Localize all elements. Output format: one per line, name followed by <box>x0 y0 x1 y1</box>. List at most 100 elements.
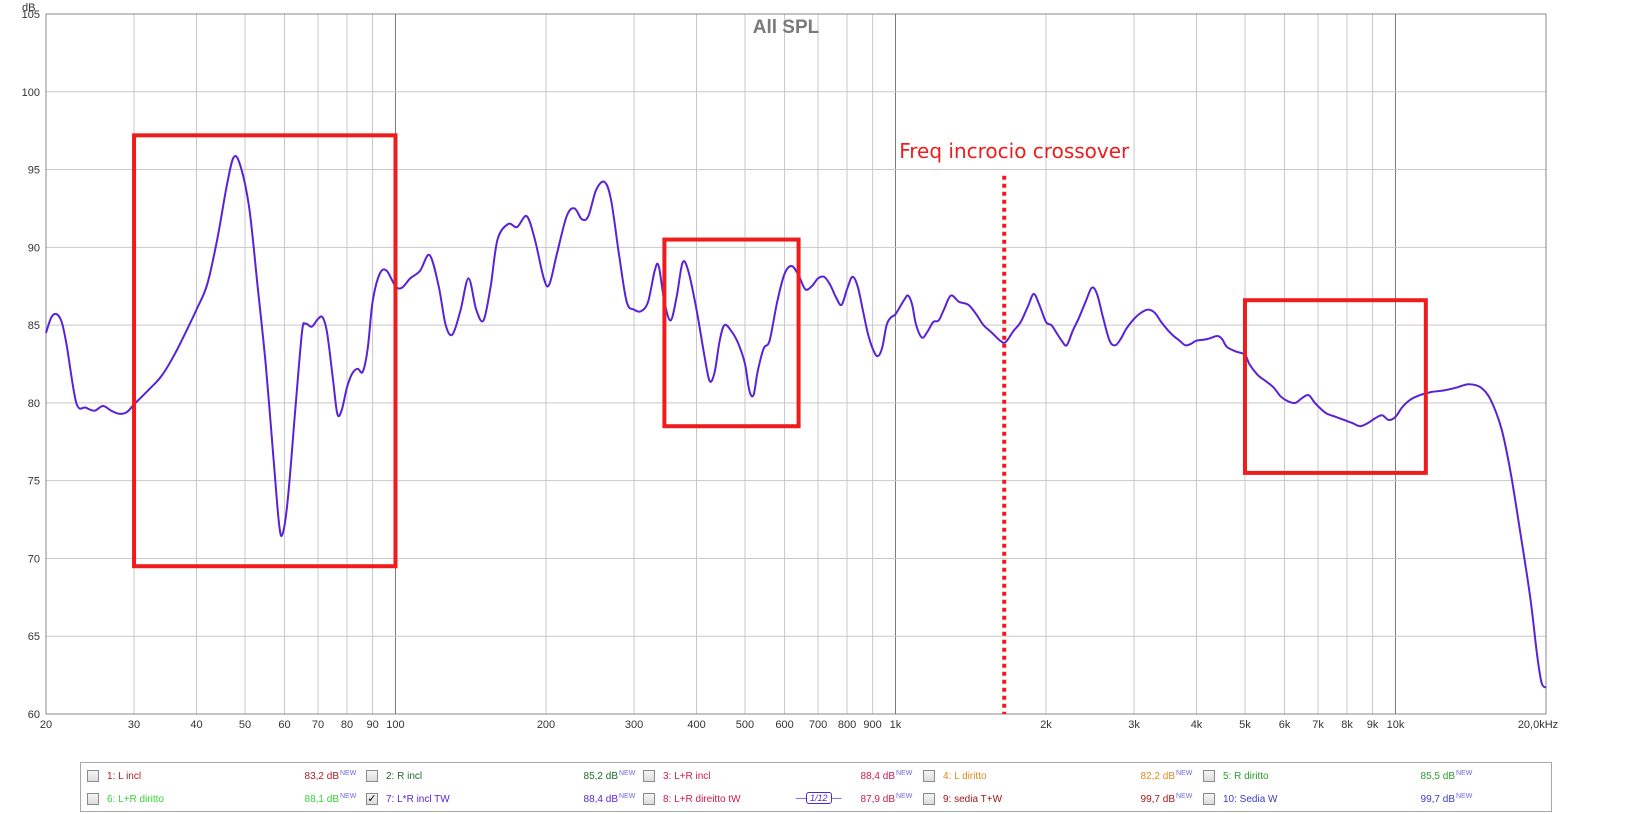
x-tick-label: 30 <box>128 719 140 731</box>
legend-label: 2: R incl <box>386 770 423 782</box>
legend-new-badge: NEW <box>896 769 913 777</box>
x-tick-label: 6k <box>1279 719 1291 731</box>
legend-value: 99,7 dB <box>1140 793 1175 805</box>
y-tick-label: 80 <box>28 398 40 410</box>
x-tick-label: 5k <box>1239 719 1251 731</box>
legend-value: 85,2 dB <box>583 770 618 782</box>
x-tick-label: 20,0kHz <box>1518 719 1558 731</box>
legend-checkbox[interactable] <box>643 793 655 805</box>
highlight-box <box>1242 298 1428 475</box>
x-tick-label: 600 <box>775 719 793 731</box>
x-tick-label: 100 <box>386 719 404 731</box>
legend-checkbox[interactable] <box>87 770 99 782</box>
legend-checkbox[interactable] <box>366 770 378 782</box>
x-tick-label: 2k <box>1040 719 1052 731</box>
x-tick-label: 900 <box>863 719 881 731</box>
x-tick-label: 90 <box>366 719 378 731</box>
legend-item[interactable]: ✓ 7: L*R incl TW 88,4 dB NEW —1/12— <box>366 790 842 808</box>
legend-value: 87,9 dB <box>860 793 895 805</box>
chart-series <box>45 155 1547 689</box>
legend-item[interactable]: 6: L+R diritto 88,1 dB NEW <box>87 790 356 808</box>
legend-item[interactable]: 10: Sedia W 99,7 dB NEW <box>1203 790 1472 808</box>
highlight-box <box>662 237 801 429</box>
legend-value: 85,5 dB <box>1420 770 1455 782</box>
legend-value: 88,4 dB <box>860 770 895 782</box>
series-line <box>45 155 1547 689</box>
legend-new-badge: NEW <box>1456 769 1473 777</box>
legend-label: 9: sedia T+W <box>943 793 1003 805</box>
legend-label: 1: L incl <box>107 770 142 782</box>
x-tick-label: 9k <box>1367 719 1379 731</box>
legend-item[interactable]: 1: L incl 83,2 dB NEW <box>87 767 356 785</box>
y-tick-label: 95 <box>28 165 40 177</box>
chart-ticks: 20 30 40 50 60 70 80 90 100 200 300 400 500 600 700 800… <box>22 9 1559 731</box>
legend-new-badge: NEW <box>340 792 357 800</box>
x-tick-label: 400 <box>687 719 705 731</box>
legend-new-badge: NEW <box>340 769 357 777</box>
legend-label: 4: L diritto <box>943 770 987 782</box>
legend-checkbox[interactable] <box>1203 770 1215 782</box>
y-axis-label: dB <box>22 2 35 14</box>
legend-checkbox[interactable] <box>923 770 935 782</box>
legend-item[interactable]: 5: R diritto 85,5 dB NEW <box>1203 767 1472 785</box>
legend-panel: 1: L incl 83,2 dB NEW 2: R incl 85,2 dB NEW 3:… <box>80 762 1552 812</box>
y-tick-label: 65 <box>28 631 40 643</box>
legend-label: 3: L+R incl <box>663 770 711 782</box>
y-tick-label: 90 <box>28 242 40 254</box>
x-tick-label: 3k <box>1128 719 1140 731</box>
crossover-annotation: Freq incrocio crossover <box>899 139 1130 163</box>
y-tick-label: 100 <box>22 87 40 99</box>
legend-item[interactable]: 8: L+R direitto tW 87,9 dB NEW <box>643 790 912 808</box>
x-tick-label: 800 <box>838 719 856 731</box>
legend-new-badge: NEW <box>896 792 913 800</box>
legend-label: 8: L+R direitto tW <box>663 793 741 805</box>
legend-item[interactable]: 9: sedia T+W 99,7 dB NEW <box>923 790 1192 808</box>
highlight-boxes <box>132 133 1428 569</box>
x-tick-label: 500 <box>736 719 754 731</box>
x-tick-label: 200 <box>537 719 555 731</box>
smoothing-label: 1/12 <box>806 792 832 804</box>
chart-grid <box>45 13 1547 715</box>
legend-value: 83,2 dB <box>304 770 339 782</box>
spl-chart: 20 30 40 50 60 70 80 90 100 200 300 400 500 600 700 800… <box>22 2 1559 731</box>
legend-checkbox[interactable] <box>1203 793 1215 805</box>
x-tick-label: 4k <box>1191 719 1203 731</box>
x-tick-label: 70 <box>312 719 324 731</box>
x-tick-label: 7k <box>1312 719 1324 731</box>
legend-item[interactable]: 2: R incl 85,2 dB NEW <box>366 767 635 785</box>
smoothing-badge[interactable]: —1/12— <box>796 792 842 804</box>
chart-title: All SPL <box>753 17 820 38</box>
legend-new-badge: NEW <box>1176 792 1193 800</box>
legend-label: 7: L*R incl TW <box>386 793 450 805</box>
x-tick-label: 80 <box>341 719 353 731</box>
x-tick-label: 8k <box>1341 719 1353 731</box>
chart-axes <box>45 13 1547 715</box>
plot-frame <box>45 13 1547 715</box>
highlight-box <box>132 133 398 569</box>
legend-checkbox[interactable] <box>643 770 655 782</box>
legend-value: 88,1 dB <box>304 793 339 805</box>
y-tick-label: 105 <box>22 9 40 21</box>
x-tick-label: 300 <box>625 719 643 731</box>
x-tick-label: 40 <box>190 719 202 731</box>
legend-value: 99,7 dB <box>1420 793 1455 805</box>
legend-new-badge: NEW <box>1456 792 1473 800</box>
x-tick-label: 10k <box>1387 719 1405 731</box>
legend-new-badge: NEW <box>619 792 636 800</box>
legend-checkbox[interactable] <box>923 793 935 805</box>
legend-checkbox[interactable]: ✓ <box>366 793 378 805</box>
legend-item[interactable]: 4: L diritto 82,2 dB NEW <box>923 767 1192 785</box>
x-tick-label: 20 <box>40 719 52 731</box>
x-tick-label: 1k <box>890 719 902 731</box>
legend-value: 82,2 dB <box>1140 770 1175 782</box>
y-tick-label: 70 <box>28 553 40 565</box>
x-tick-label: 60 <box>278 719 290 731</box>
legend-checkbox[interactable] <box>87 793 99 805</box>
legend-value: 88,4 dB <box>583 793 618 805</box>
x-tick-label: 700 <box>809 719 827 731</box>
y-tick-label: 85 <box>28 320 40 332</box>
y-tick-label: 75 <box>28 476 40 488</box>
legend-item[interactable]: 3: L+R incl 88,4 dB NEW <box>643 767 912 785</box>
legend-label: 5: R diritto <box>1223 770 1269 782</box>
legend-label: 10: Sedia W <box>1223 793 1278 805</box>
